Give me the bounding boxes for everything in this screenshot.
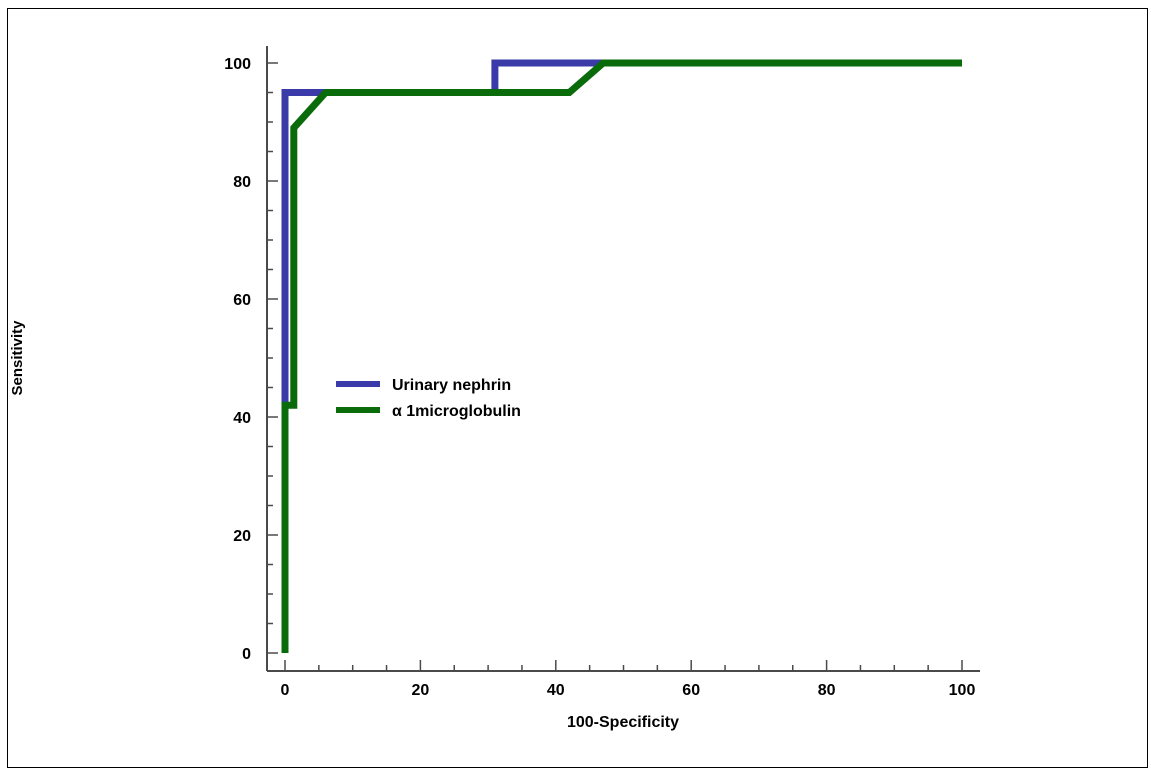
y-tick-label: 0 [242,646,251,663]
legend: Urinary nephrin α 1microglobulin [336,377,521,420]
x-tick-label: 20 [412,682,430,699]
x-tick-label: 100 [949,682,976,699]
y-axis-label: Sensitivity [9,320,26,396]
axes: 0 20 40 60 80 100 0 20 40 60 80 100 [224,46,980,699]
legend-label-urinary-nephrin: Urinary nephrin [392,377,511,394]
x-axis-label: 100-Specificity [567,714,679,731]
x-tick-label: 40 [547,682,565,699]
chart-frame [7,8,1148,768]
x-tick-label: 0 [281,682,290,699]
y-tick-label: 100 [224,56,251,73]
series-layer [281,59,962,653]
series-line-alpha1-microglobulin [281,59,962,653]
y-tick-label: 40 [233,410,251,427]
y-tick-label: 80 [233,174,251,191]
y-tick-label: 60 [233,292,251,309]
x-tick-label: 80 [818,682,836,699]
y-tick-label: 20 [233,528,251,545]
series-line-urinary-nephrin [281,59,962,653]
legend-label-alpha1-microglobulin: α 1microglobulin [392,403,521,420]
x-tick-label: 60 [682,682,700,699]
